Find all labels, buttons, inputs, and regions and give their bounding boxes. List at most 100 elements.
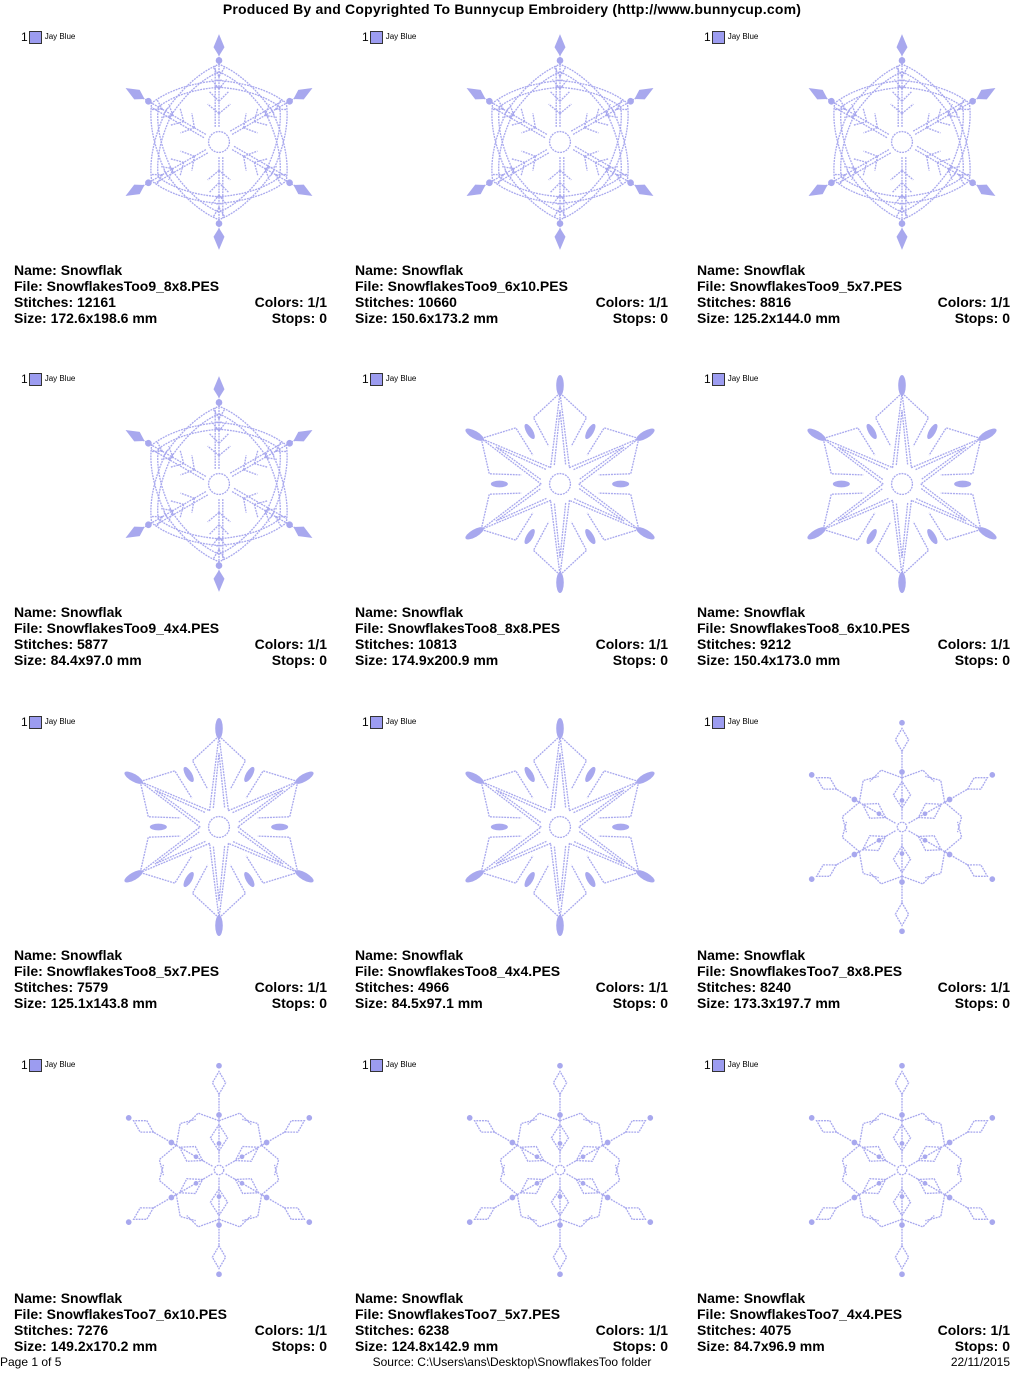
page-header: Produced By and Copyrighted To Bunnycup … <box>222 1 802 17</box>
snowflake-design-image <box>808 719 996 935</box>
design-file: SnowflakesToo8_6x10.PES <box>729 620 910 636</box>
stitches-label: Stitches: <box>355 294 419 310</box>
stops-label: Stops: <box>271 652 320 668</box>
thread-color-swatch <box>28 715 42 729</box>
size-label: Size: <box>355 310 392 326</box>
size-label: Size: <box>14 652 51 668</box>
thread-number: 1 <box>21 1058 28 1072</box>
snowflake-design-image <box>124 718 314 936</box>
design-cell: 1 Jay Blue Name: Snowflak File: Snowflak… <box>697 367 1017 707</box>
stops-label: Stops: <box>612 310 661 326</box>
snowflake-design-image <box>466 1062 654 1278</box>
thread-color-swatch <box>28 1058 42 1072</box>
stops-label: Stops: <box>271 995 320 1011</box>
thread-legend: 1 Jay Blue <box>21 715 75 729</box>
design-cell: 1 Jay Blue Name: Snowflak File: Snowflak… <box>355 1053 675 1393</box>
size-label: Size: <box>697 1338 734 1354</box>
size-label: Size: <box>355 652 392 668</box>
design-colors: 1/1 <box>990 636 1010 652</box>
design-cell: 1 Jay Blue Name: Snowflak File: Snowflak… <box>14 25 334 365</box>
design-file: SnowflakesToo7_6x10.PES <box>46 1306 227 1322</box>
design-file: SnowflakesToo9_8x8.PES <box>46 278 220 294</box>
name-label: Name: <box>697 947 744 963</box>
design-cell: 1 Jay Blue Name: Snowflak File: Snowflak… <box>14 1053 334 1393</box>
thread-color-swatch <box>369 715 383 729</box>
colors-label: Colors: <box>937 636 991 652</box>
design-info: Name: Snowflak File: SnowflakesToo9_5x7.… <box>697 262 1010 326</box>
design-name: Snowflak <box>60 1290 123 1306</box>
design-name: Snowflak <box>401 1290 464 1306</box>
design-stops: 0 <box>1002 652 1010 668</box>
design-file: SnowflakesToo8_8x8.PES <box>387 620 561 636</box>
design-size: 150.4x173.0 mm <box>733 652 841 668</box>
design-size: 174.9x200.9 mm <box>391 652 499 668</box>
thread-color-swatch <box>369 372 383 386</box>
design-stitches: 4075 <box>760 1322 792 1338</box>
colors-label: Colors: <box>937 1322 991 1338</box>
thread-name: Jay Blue <box>727 32 759 41</box>
thread-number: 1 <box>704 30 711 44</box>
design-cell: 1 Jay Blue Name: Snowflak File: Snowflak… <box>697 710 1017 1050</box>
design-stitches: 9212 <box>760 636 792 652</box>
stitches-label: Stitches: <box>355 636 419 652</box>
thread-name: Jay Blue <box>44 1060 76 1069</box>
thread-legend: 1 Jay Blue <box>704 30 758 44</box>
stops-label: Stops: <box>612 995 661 1011</box>
colors-label: Colors: <box>937 294 991 310</box>
design-colors: 1/1 <box>307 294 327 310</box>
name-label: Name: <box>355 604 402 620</box>
snowflake-design-image <box>466 34 654 250</box>
design-stops: 0 <box>319 995 327 1011</box>
design-info: Name: Snowflak File: SnowflakesToo8_5x7.… <box>14 947 327 1011</box>
stops-label: Stops: <box>954 995 1003 1011</box>
size-label: Size: <box>697 652 734 668</box>
design-info: Name: Snowflak File: SnowflakesToo7_8x8.… <box>697 947 1010 1011</box>
colors-label: Colors: <box>254 636 308 652</box>
design-stitches: 7579 <box>77 979 109 995</box>
design-file: SnowflakesToo9_6x10.PES <box>387 278 568 294</box>
design-stops: 0 <box>319 1338 327 1354</box>
file-label: File: <box>697 963 730 979</box>
design-name: Snowflak <box>743 262 806 278</box>
file-label: File: <box>14 963 47 979</box>
colors-label: Colors: <box>595 636 649 652</box>
design-stops: 0 <box>660 1338 668 1354</box>
design-colors: 1/1 <box>648 979 668 995</box>
stops-label: Stops: <box>612 1338 661 1354</box>
size-label: Size: <box>355 1338 392 1354</box>
design-size: 84.4x97.0 mm <box>50 652 142 668</box>
design-name: Snowflak <box>60 604 123 620</box>
stops-label: Stops: <box>954 310 1003 326</box>
name-label: Name: <box>355 947 402 963</box>
file-label: File: <box>355 1306 388 1322</box>
design-size: 172.6x198.6 mm <box>50 310 158 326</box>
thread-number: 1 <box>704 1058 711 1072</box>
thread-legend: 1 Jay Blue <box>362 1058 416 1072</box>
design-stops: 0 <box>319 310 327 326</box>
thread-name: Jay Blue <box>727 717 759 726</box>
design-name: Snowflak <box>60 262 123 278</box>
design-file: SnowflakesToo8_5x7.PES <box>46 963 220 979</box>
size-label: Size: <box>355 995 392 1011</box>
design-cell: 1 Jay Blue Name: Snowflak File: Snowflak… <box>355 25 675 365</box>
snowflake-design-image <box>465 718 655 936</box>
snowflake-design-image <box>125 34 313 250</box>
thread-number: 1 <box>362 1058 369 1072</box>
design-info: Name: Snowflak File: SnowflakesToo9_4x4.… <box>14 604 327 668</box>
name-label: Name: <box>697 262 744 278</box>
colors-label: Colors: <box>595 294 649 310</box>
design-colors: 1/1 <box>307 979 327 995</box>
colors-label: Colors: <box>254 979 308 995</box>
design-stitches: 6238 <box>418 1322 450 1338</box>
name-label: Name: <box>697 604 744 620</box>
thread-number: 1 <box>704 715 711 729</box>
name-label: Name: <box>14 604 61 620</box>
design-stops: 0 <box>660 652 668 668</box>
design-size: 84.5x97.1 mm <box>391 995 483 1011</box>
thread-name: Jay Blue <box>727 374 759 383</box>
snowflake-design-image <box>808 1062 996 1278</box>
design-stops: 0 <box>319 652 327 668</box>
design-info: Name: Snowflak File: SnowflakesToo9_6x10… <box>355 262 668 326</box>
file-label: File: <box>14 278 47 294</box>
stops-label: Stops: <box>612 652 661 668</box>
